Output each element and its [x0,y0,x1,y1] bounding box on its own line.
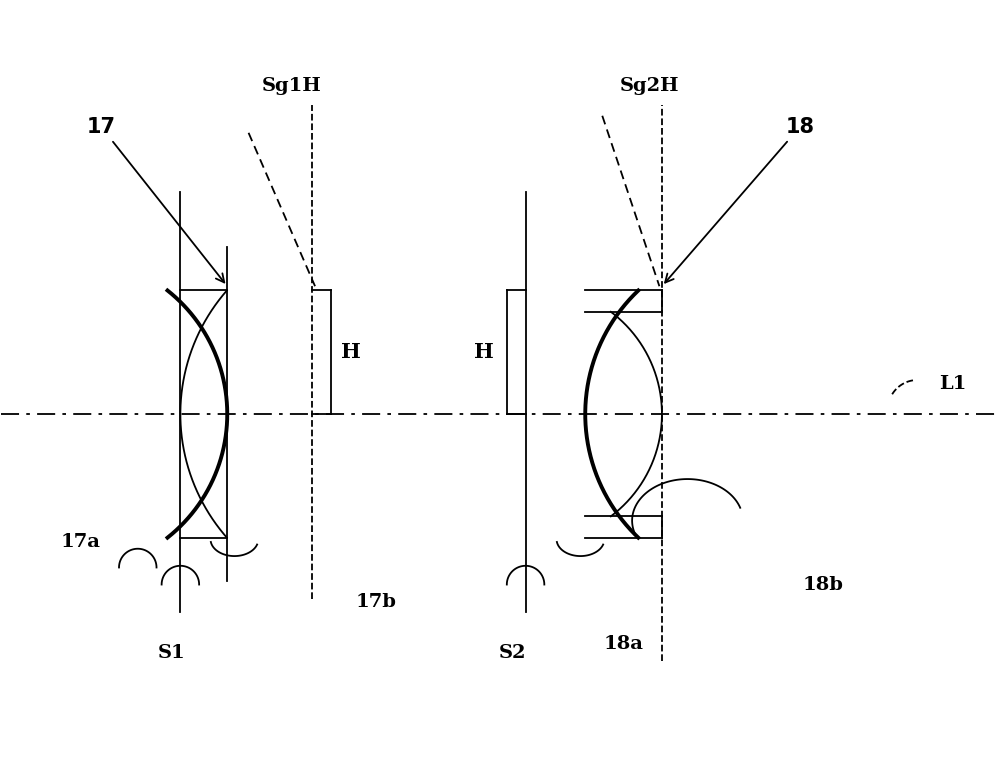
Text: 17a: 17a [61,533,101,551]
Text: L1: L1 [939,375,966,393]
Text: H: H [341,343,361,362]
Text: 18b: 18b [803,576,843,594]
Text: 17b: 17b [355,593,396,611]
Text: S2: S2 [499,643,527,662]
Text: Sg2H: Sg2H [619,77,679,95]
Text: 17: 17 [87,117,224,283]
Text: 18: 18 [665,117,815,283]
Text: H: H [474,343,494,362]
Text: S1: S1 [158,643,186,662]
Text: Sg1H: Sg1H [261,77,321,95]
Text: 18a: 18a [604,636,644,653]
